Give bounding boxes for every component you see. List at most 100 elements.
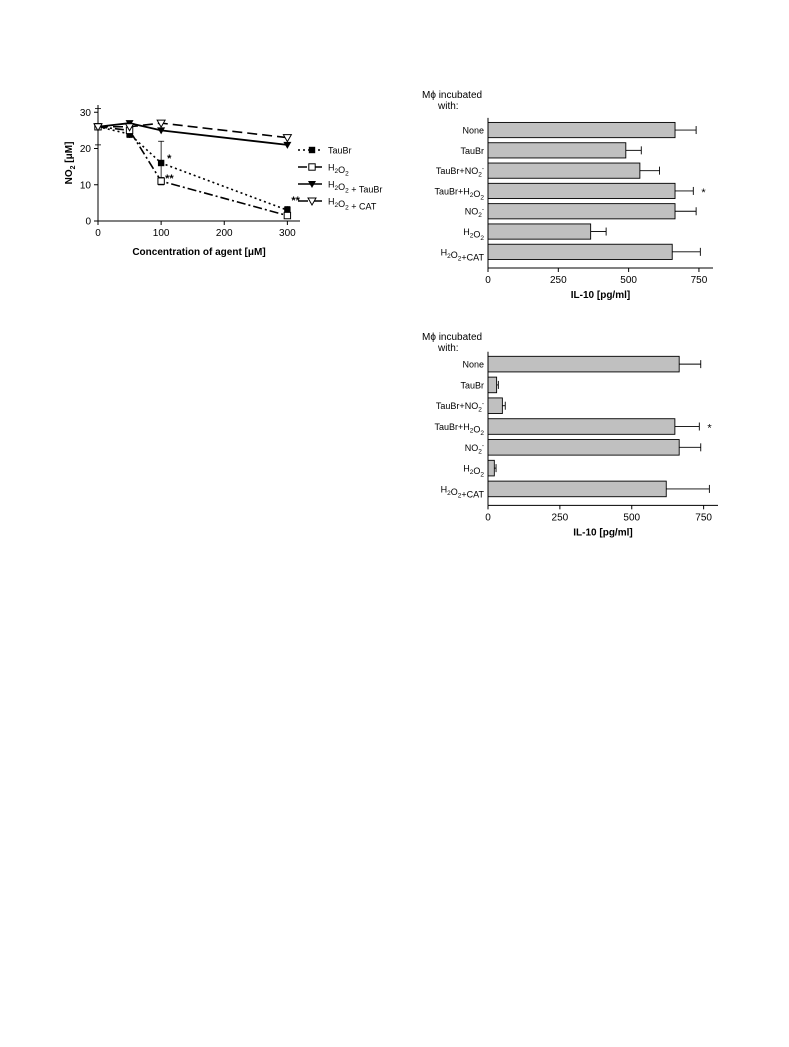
category-label: H2O2+CAT (441, 247, 485, 262)
category-label-sub: 2 (478, 407, 482, 414)
legend-label-part: O (338, 182, 345, 192)
data-point (282, 134, 293, 143)
category-label-part: TauBr (460, 146, 484, 156)
data-point (283, 141, 292, 149)
bar (487, 480, 667, 498)
bar-group-0: None (462, 355, 702, 373)
category-label-sup: - (482, 401, 484, 408)
significance-mark: ** (165, 173, 174, 185)
category-label-sub: 2 (470, 233, 474, 240)
category-label-part: TauBr+H (434, 422, 469, 432)
series-2 (94, 120, 292, 149)
category-label: NO2- (465, 206, 484, 219)
bar-group-5: H2O2 (463, 459, 497, 479)
legend-label-sub: 2 (335, 202, 339, 209)
data-point (283, 211, 292, 220)
category-label: None (462, 126, 484, 136)
bar-group-1: TauBr (460, 376, 499, 394)
category-label-part: H (441, 247, 448, 257)
category-label-part: O (451, 250, 458, 260)
legend-item-1: H2O2 (298, 163, 349, 178)
bar (487, 243, 673, 260)
y-tick-label: 0 (85, 217, 91, 228)
bar-group-4: NO2- (465, 203, 697, 220)
data-point (284, 206, 291, 214)
legend-label-part: H (328, 197, 335, 207)
x-tick-label: 500 (623, 512, 640, 523)
category-label-sub: 2 (447, 253, 451, 260)
bar-group-5: H2O2 (463, 223, 607, 242)
legend-label-part: + TauBr (349, 185, 383, 195)
x-tick-label: 100 (153, 228, 170, 239)
legend-label-part: H (328, 163, 335, 173)
category-label-sub: 2 (478, 212, 482, 219)
x-tick-label: 200 (216, 228, 233, 239)
category-label-part: +CAT (461, 489, 484, 499)
series-line (98, 122, 288, 139)
x-tick-label: 0 (485, 512, 491, 523)
legend-label-sub: 2 (335, 168, 339, 175)
no2-line-chart-svg: 0 100 200 300 0 10 20 30 Concentration of agent … (64, 105, 383, 258)
category-label-part: TauBr (460, 380, 484, 390)
x-tick-label: 500 (620, 275, 637, 286)
il10-bar-chart-top: Mϕ incubated with: None TauBr TauBr+NO2- * Tau… (418, 88, 718, 303)
x-axis-title: IL-10 [pg/ml] (573, 527, 632, 538)
significance-mark: * (707, 423, 712, 435)
bar-group-2: TauBr+NO2- (436, 162, 661, 179)
category-label: TauBr+NO2- (436, 401, 484, 414)
il10-bar-chart-top-svg: Mϕ incubatedwith:NoneTauBrTauBr+NO2-*Tau… (422, 90, 713, 301)
legend-item-3: H2O2 + CAT (298, 197, 377, 212)
category-label-sub: 2 (470, 469, 474, 476)
series-1: ** (94, 123, 292, 220)
significance-mark: * (167, 153, 172, 165)
legend-item-0: TauBr (298, 146, 352, 156)
il10-bar-chart-bottom-svg: Mϕ incubatedwith:NoneTauBrTauBr+NO2-*Tau… (422, 332, 718, 538)
legend-marker (308, 181, 316, 188)
category-label-sub: 2 (480, 235, 484, 242)
category-label: TauBr+H2O2 (434, 186, 484, 201)
category-label-part: TauBr+NO (436, 401, 478, 411)
data-point (157, 159, 165, 167)
y-axis-title: NO2 [μM] (64, 142, 77, 185)
category-label: H2O2 (463, 227, 484, 242)
category-label: None (462, 360, 484, 370)
category-label: TauBr (460, 380, 484, 390)
bar (487, 439, 680, 456)
category-label-part: O (451, 487, 458, 497)
bar-group-6: H2O2+CAT (441, 243, 701, 262)
legend-label-sub: 2 (345, 188, 349, 195)
legend-label-sub: 2 (345, 171, 349, 178)
category-label: TauBr (460, 146, 484, 156)
data-point (93, 123, 103, 132)
legend-label-sub: 2 (345, 205, 349, 212)
series-line (97, 122, 288, 146)
bar (487, 223, 592, 240)
category-label: TauBr+NO2- (436, 166, 484, 179)
series-line (97, 125, 288, 217)
x-tick-label: 300 (279, 228, 296, 239)
bar (487, 376, 498, 394)
bar-group-6: H2O2+CAT (441, 480, 710, 499)
category-label-sub: 2 (447, 490, 451, 497)
legend-label-part: O (338, 165, 345, 175)
bar (487, 355, 680, 373)
bar-group-4: NO2- (465, 439, 702, 456)
bar (487, 182, 676, 200)
y-tick-label: 30 (80, 108, 92, 119)
bar (487, 418, 676, 435)
category-label-part: H (463, 464, 470, 474)
bar-group-3: *TauBr+H2O2 (434, 182, 706, 201)
category-label-part: TauBr+NO (436, 166, 478, 176)
category-label: NO2- (465, 442, 484, 455)
category-label-sub: 2 (480, 194, 484, 201)
category-label-part: H (463, 227, 470, 237)
il10-bar-chart-bottom: Mϕ incubated with: None TauBr TauBr+NO2- * Tau… (418, 330, 728, 542)
x-tick-label: 0 (485, 275, 491, 286)
x-axis-title: Concentration of agent [μM] (132, 247, 265, 258)
data-point (157, 127, 166, 135)
legend-marker (307, 197, 317, 207)
category-label-part: TauBr+H (434, 186, 469, 196)
x-axis-title: IL-10 [pg/ml] (571, 290, 630, 301)
legend-marker (308, 146, 316, 154)
bar (487, 121, 676, 139)
